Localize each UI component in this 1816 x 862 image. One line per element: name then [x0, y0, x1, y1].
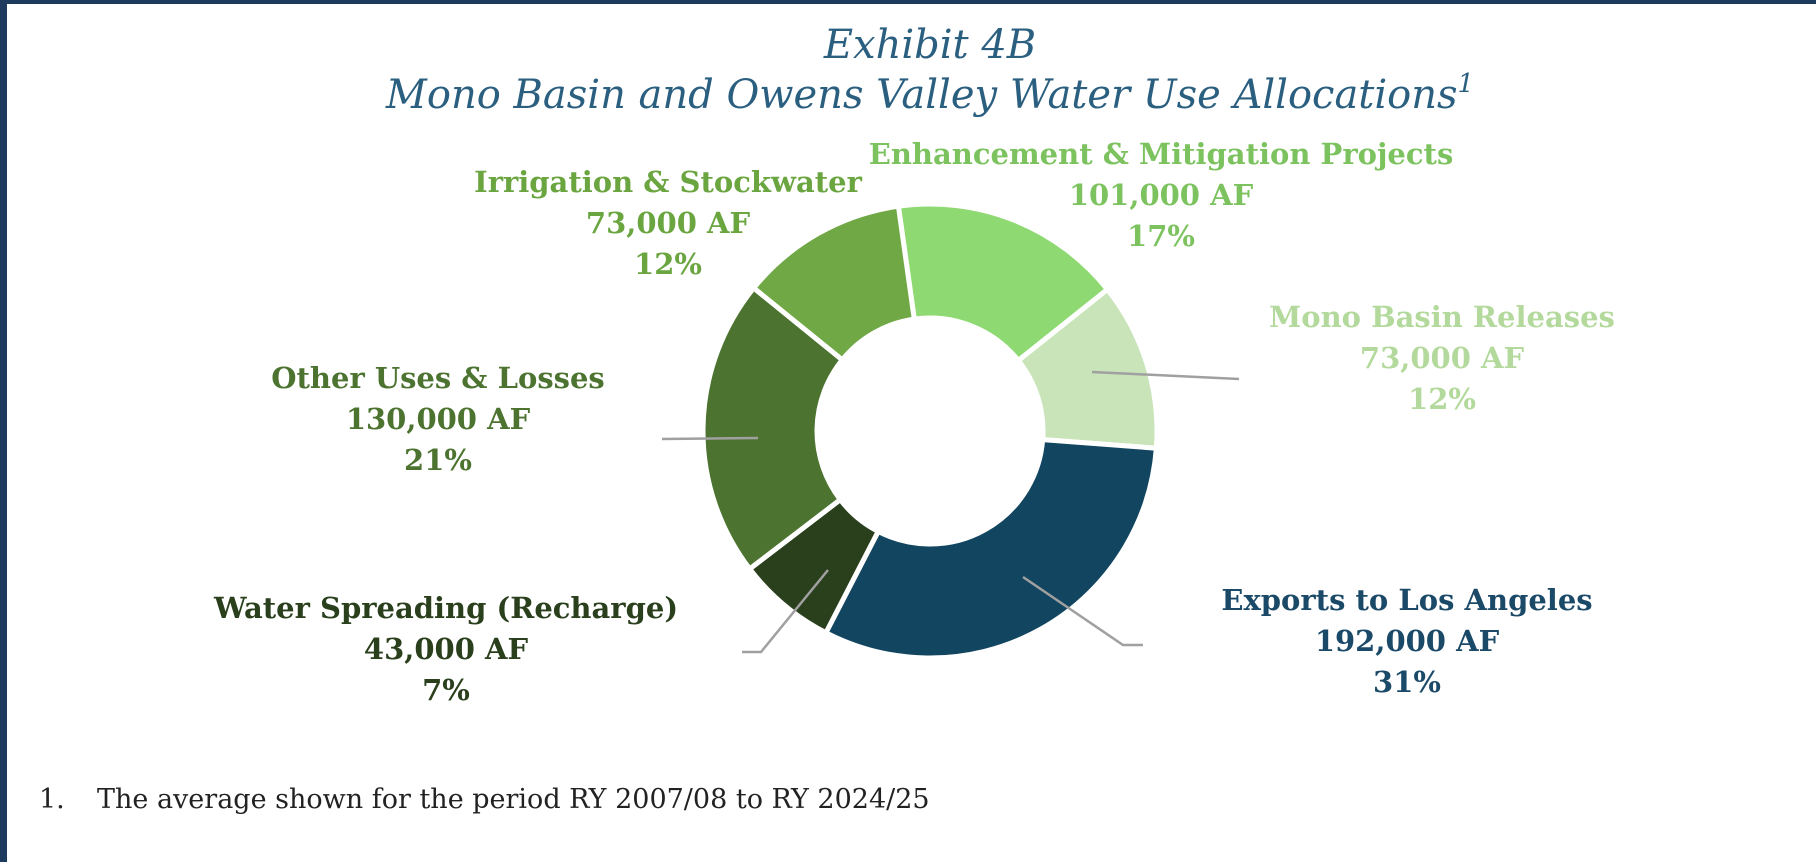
slice-label: Enhancement & Mitigation Projects: [869, 137, 1454, 171]
slice-label: Mono Basin Releases: [1269, 300, 1615, 334]
value-label: 73,000 AF: [1360, 341, 1525, 375]
value-label: 101,000 AF: [1069, 178, 1254, 212]
slice-label: Irrigation & Stockwater: [474, 165, 862, 199]
value-label: 192,000 AF: [1315, 624, 1500, 658]
slice-label: Other Uses & Losses: [271, 361, 605, 395]
percent-label: 31%: [1373, 665, 1441, 699]
percent-label: 7%: [422, 673, 470, 707]
slice-label: Exports to Los Angeles: [1221, 583, 1592, 617]
chart-title: Exhibit 4B: [823, 22, 1036, 68]
percent-label: 12%: [1408, 382, 1476, 416]
percent-label: 12%: [634, 247, 702, 281]
value-label: 43,000 AF: [364, 632, 529, 666]
footnote-text: The average shown for the period RY 2007…: [97, 784, 930, 815]
footnote-number: 1.: [39, 784, 65, 815]
donut: [700, 201, 1160, 661]
subtitle-text: Mono Basin and Owens Valley Water Use Al…: [385, 72, 1458, 118]
slice-label: Water Spreading (Recharge): [213, 591, 678, 625]
value-label: 130,000 AF: [346, 402, 531, 436]
subtitle-note: 1: [1458, 69, 1475, 99]
leader-line: [1091, 370, 1240, 381]
leader-line: [661, 436, 759, 441]
chart-subtitle: Mono Basin and Owens Valley Water Use Al…: [385, 69, 1474, 118]
leader-line: [1022, 575, 1143, 647]
slice: [895, 201, 1111, 365]
frame-left: [0, 0, 7, 862]
slice: [822, 436, 1160, 661]
percent-label: 17%: [1127, 219, 1195, 253]
leader-lines: [661, 370, 1240, 654]
slice: [700, 284, 846, 573]
slice: [750, 203, 918, 364]
frame-top: [0, 0, 1816, 4]
leader-line: [742, 569, 829, 654]
value-label: 73,000 AF: [586, 206, 751, 240]
percent-label: 21%: [404, 443, 472, 477]
